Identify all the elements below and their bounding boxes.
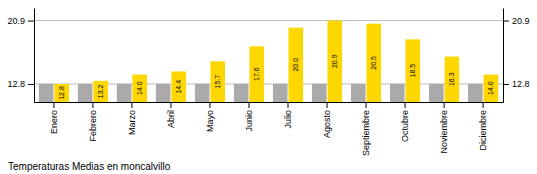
bar xyxy=(249,46,264,102)
grid-line xyxy=(34,20,503,21)
data-label: 20.9 xyxy=(331,54,338,68)
data-label: 18.5 xyxy=(409,64,416,78)
x-tick: Noviembre xyxy=(439,102,449,154)
x-tick: Diciembre xyxy=(478,102,488,151)
bar xyxy=(171,71,186,102)
x-tick-mark xyxy=(288,102,289,108)
x-tick-label: Agosto xyxy=(322,110,332,138)
x-tick: Septiembre xyxy=(361,102,371,156)
y2-tick: 12.8 xyxy=(503,79,530,89)
bar xyxy=(445,57,460,102)
data-label: 20.0 xyxy=(292,58,299,72)
data-label: 20.5 xyxy=(370,56,377,70)
bar xyxy=(78,84,93,102)
y-axis-line xyxy=(34,9,35,103)
x-tick-mark xyxy=(444,102,445,108)
x-tick-label: Octubre xyxy=(400,110,410,142)
x-tick-label: Junio xyxy=(244,110,254,132)
x-tick: Julio xyxy=(283,102,293,129)
data-label: 14.0 xyxy=(487,81,494,95)
bar xyxy=(93,81,108,102)
x-axis: Enero Febrero Marzo Abril Mayo Junio Julio Agos… xyxy=(35,102,504,156)
bar xyxy=(156,84,171,102)
x-tick-label: Marzo xyxy=(127,110,137,135)
data-label: 17.6 xyxy=(253,67,260,81)
x-tick-mark xyxy=(170,102,171,108)
bar xyxy=(288,28,303,102)
y-tick: 12.8 xyxy=(7,79,34,89)
bar-series xyxy=(54,21,498,102)
x-tick-mark xyxy=(92,102,93,108)
y-tick-mark xyxy=(28,84,34,85)
x-tick-label: Mayo xyxy=(205,110,215,132)
bar xyxy=(406,39,421,102)
bar xyxy=(312,84,327,102)
y2-tick-label: 12.8 xyxy=(512,79,530,89)
x-tick-mark xyxy=(131,102,132,108)
x-tick-mark xyxy=(53,102,54,108)
title: Temperaturas Medias en moncalvillo xyxy=(8,161,171,172)
chart: 12.8 13.2 14.0 14.4 15.7 17.6 20.0 20.9 20.5 18.5… xyxy=(0,0,537,174)
y-axis: 12.8 20.9 xyxy=(7,9,34,103)
x-tick-mark xyxy=(483,102,484,108)
data-label: 15.7 xyxy=(214,75,221,89)
bar xyxy=(468,84,483,102)
bar xyxy=(429,84,444,102)
x-tick-label: Diciembre xyxy=(478,110,488,151)
y-tick-label: 20.9 xyxy=(7,16,25,26)
x-axis-line xyxy=(35,102,504,103)
x-tick: Marzo xyxy=(127,102,137,135)
x-tick: Octubre xyxy=(400,102,410,142)
bar xyxy=(327,21,342,102)
x-tick-mark xyxy=(248,102,249,108)
y-tick-label: 12.8 xyxy=(7,79,25,89)
data-labels: 12.8 13.2 14.0 14.4 15.7 17.6 20.0 20.9 20.5 18.5… xyxy=(58,54,494,99)
bar xyxy=(117,84,132,102)
bar xyxy=(234,84,249,102)
bars xyxy=(39,21,498,102)
y2-tick-label: 20.9 xyxy=(512,16,530,26)
bar xyxy=(210,61,225,102)
x-tick-label: Julio xyxy=(283,110,293,129)
x-tick-mark xyxy=(209,102,210,108)
x-tick-label: Noviembre xyxy=(439,110,449,154)
y2-tick-mark xyxy=(503,84,509,85)
y-tick: 20.9 xyxy=(7,16,34,26)
bar xyxy=(484,75,499,102)
bar xyxy=(351,84,366,102)
x-tick: Agosto xyxy=(322,102,332,138)
x-tick-mark xyxy=(366,102,367,108)
x-tick-label: Abril xyxy=(166,110,176,128)
y-tick-mark xyxy=(28,21,34,22)
x-tick: Febrero xyxy=(88,102,98,142)
bar xyxy=(273,84,288,102)
x-tick-mark xyxy=(405,102,406,108)
y2-axis: 12.8 20.9 xyxy=(503,9,530,103)
bar xyxy=(195,84,210,102)
grid xyxy=(34,21,503,84)
x-tick: Abril xyxy=(166,102,176,128)
x-tick-label: Enero xyxy=(49,110,59,134)
bar xyxy=(367,24,382,102)
x-tick: Mayo xyxy=(205,102,215,132)
data-label: 16.3 xyxy=(448,72,455,86)
bar xyxy=(390,84,405,102)
y2-tick-mark xyxy=(503,21,509,22)
y2-axis-line xyxy=(503,9,504,103)
x-tick-label: Septiembre xyxy=(361,110,371,156)
x-tick-mark xyxy=(327,102,328,108)
x-tick: Junio xyxy=(244,102,254,132)
bar xyxy=(54,84,69,102)
x-tick-label: Febrero xyxy=(88,110,98,142)
data-label: 13.2 xyxy=(97,85,104,99)
y2-tick: 20.9 xyxy=(503,16,530,26)
data-label: 12.8 xyxy=(58,86,65,100)
data-label: 14.4 xyxy=(175,80,182,94)
bar xyxy=(39,84,54,102)
data-label: 14.0 xyxy=(136,81,143,95)
x-tick: Enero xyxy=(49,102,59,134)
bar xyxy=(132,75,147,102)
